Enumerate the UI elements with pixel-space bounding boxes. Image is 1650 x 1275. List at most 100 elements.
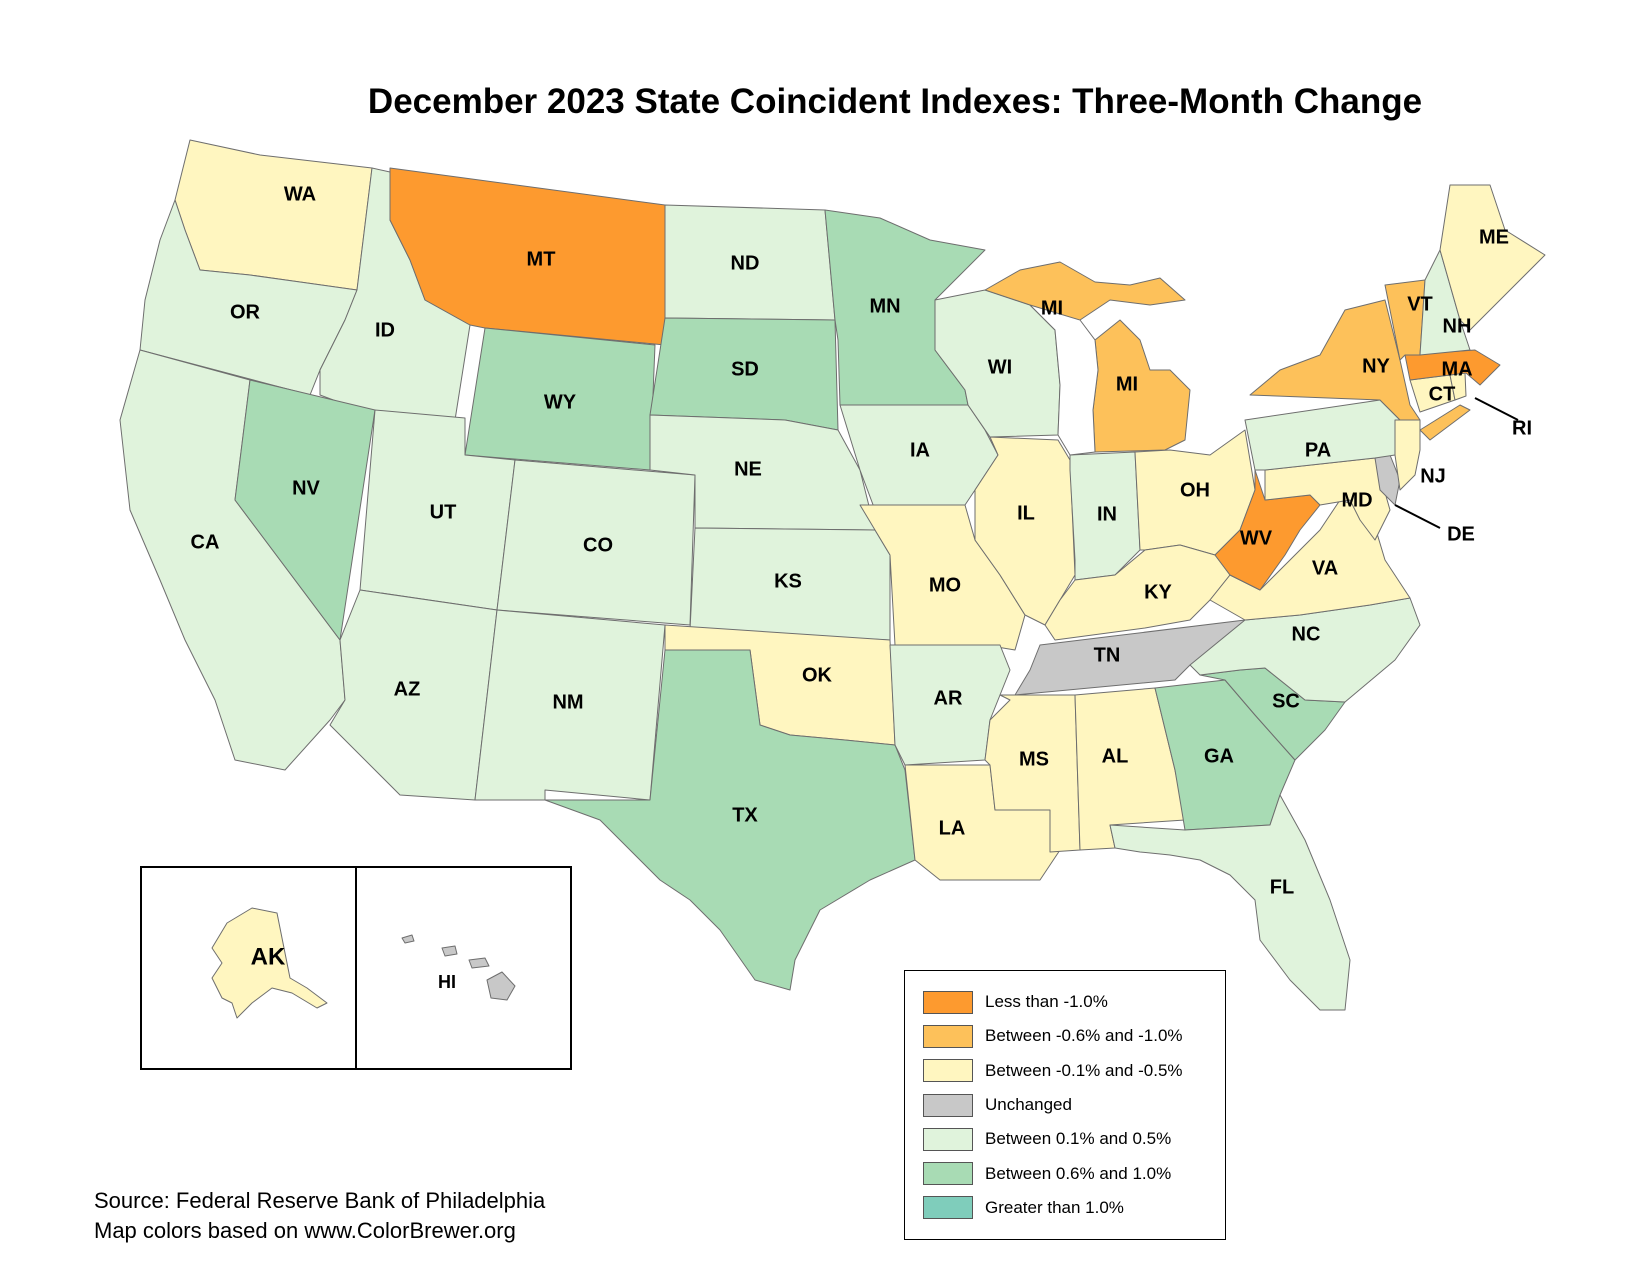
legend-item: Greater than 1.0% xyxy=(923,1191,1225,1225)
label-PA: PA xyxy=(1305,439,1331,461)
legend-label: Unchanged xyxy=(985,1095,1072,1115)
alaska-map: AK xyxy=(211,907,328,1019)
state-IL[interactable] xyxy=(974,436,1076,626)
state-FL[interactable] xyxy=(1109,794,1351,1011)
alaska-inset: AK xyxy=(140,866,357,1070)
label-VA: VA xyxy=(1312,557,1338,579)
hawaii-map: HI xyxy=(401,934,516,1001)
state-VT[interactable] xyxy=(1384,279,1426,361)
label-KY: KY xyxy=(1144,581,1172,603)
state-TX[interactable] xyxy=(544,649,916,991)
legend-swatch xyxy=(923,1196,973,1220)
label-MD: MD xyxy=(1341,489,1372,511)
state-KS[interactable] xyxy=(689,527,891,641)
label-OR: OR xyxy=(230,301,261,323)
label-KS: KS xyxy=(774,570,802,592)
label-OH: OH xyxy=(1180,479,1210,501)
label-MI-upper: MI xyxy=(1041,297,1063,319)
legend-label: Between -0.6% and -1.0% xyxy=(985,1026,1183,1046)
label-MA: MA xyxy=(1441,358,1472,380)
label-ND: ND xyxy=(731,252,760,274)
label-OK: OK xyxy=(802,664,833,686)
de-leader-line xyxy=(1394,504,1441,529)
source-note: Source: Federal Reserve Bank of Philadel… xyxy=(94,1186,545,1246)
state-MI-lower[interactable] xyxy=(1092,319,1191,453)
label-AL: AL xyxy=(1102,745,1129,767)
source-line-1: Source: Federal Reserve Bank of Philadel… xyxy=(94,1188,546,1213)
label-NY: NY xyxy=(1362,355,1390,377)
state-NH[interactable] xyxy=(1419,249,1471,356)
label-SC: SC xyxy=(1272,690,1300,712)
label-IA: IA xyxy=(910,439,930,461)
label-WA: WA xyxy=(284,183,316,205)
label-MI-lower: MI xyxy=(1116,373,1138,395)
label-WY: WY xyxy=(544,391,577,413)
label-MS: MS xyxy=(1019,748,1049,770)
legend-label: Greater than 1.0% xyxy=(985,1197,1124,1217)
label-HI: HI xyxy=(438,972,456,992)
legend-swatch xyxy=(923,1162,973,1186)
island-hi-2 xyxy=(441,945,458,957)
label-AZ: AZ xyxy=(394,678,421,700)
label-VT: VT xyxy=(1407,293,1433,315)
label-IN: IN xyxy=(1097,503,1117,525)
label-NH: NH xyxy=(1443,315,1472,337)
legend-item: Less than -1.0% xyxy=(923,985,1225,1019)
label-CA: CA xyxy=(191,531,220,553)
label-UT: UT xyxy=(430,501,457,523)
label-MT: MT xyxy=(527,248,556,270)
legend-swatch xyxy=(923,1024,973,1048)
island-hi-big[interactable] xyxy=(486,971,516,1001)
label-NE: NE xyxy=(734,458,762,480)
label-RI: RI xyxy=(1512,417,1532,439)
label-ID: ID xyxy=(375,319,395,341)
island-hi-3 xyxy=(468,957,490,969)
label-TN: TN xyxy=(1094,644,1121,666)
state-NY-longisland[interactable] xyxy=(1419,404,1471,441)
label-CT: CT xyxy=(1429,383,1456,405)
legend-label: Between -0.1% and -0.5% xyxy=(985,1060,1183,1080)
legend-item: Unchanged xyxy=(923,1088,1225,1122)
label-DE: DE xyxy=(1447,523,1475,545)
label-IL: IL xyxy=(1017,502,1035,524)
state-WA[interactable] xyxy=(174,139,373,291)
legend-item: Between -0.1% and -0.5% xyxy=(923,1054,1225,1088)
label-ME: ME xyxy=(1479,226,1509,248)
legend-label: Between 0.6% and 1.0% xyxy=(985,1163,1172,1183)
state-MA[interactable] xyxy=(1404,349,1501,386)
label-MO: MO xyxy=(929,574,961,596)
legend-item: Between 0.1% and 0.5% xyxy=(923,1122,1225,1156)
legend-item: Between -0.6% and -1.0% xyxy=(923,1019,1225,1053)
legend-label: Less than -1.0% xyxy=(985,992,1108,1012)
source-line-2: Map colors based on www.ColorBrewer.org xyxy=(94,1218,516,1243)
label-NM: NM xyxy=(552,691,583,713)
label-NC: NC xyxy=(1292,623,1321,645)
label-CO: CO xyxy=(583,534,613,556)
lake-michigan xyxy=(1029,304,1099,456)
label-MN: MN xyxy=(869,295,900,317)
label-AR: AR xyxy=(934,687,963,709)
legend-swatch xyxy=(923,1127,973,1151)
state-ME[interactable] xyxy=(1439,184,1546,331)
legend-swatch xyxy=(923,990,973,1014)
state-NJ[interactable] xyxy=(1394,419,1421,491)
legend-swatch xyxy=(923,1093,973,1117)
map-title: December 2023 State Coincident Indexes: … xyxy=(367,82,1423,121)
state-AK[interactable] xyxy=(211,907,328,1019)
label-FL: FL xyxy=(1270,876,1294,898)
island-hi-1 xyxy=(401,934,415,944)
state-MO[interactable] xyxy=(859,504,1026,651)
label-TX: TX xyxy=(732,804,758,826)
label-NJ: NJ xyxy=(1420,465,1446,487)
ri-leader-line xyxy=(1474,397,1519,421)
label-LA: LA xyxy=(939,817,966,839)
hawaii-inset: HI xyxy=(355,866,572,1070)
label-SD: SD xyxy=(731,358,759,380)
legend-label: Between 0.1% and 0.5% xyxy=(985,1129,1172,1149)
legend-item: Between 0.6% and 1.0% xyxy=(923,1156,1225,1190)
label-AK: AK xyxy=(251,943,286,970)
legend: Less than -1.0% Between -0.6% and -1.0% … xyxy=(904,970,1226,1240)
label-WI: WI xyxy=(988,356,1012,378)
legend-swatch xyxy=(923,1059,973,1083)
